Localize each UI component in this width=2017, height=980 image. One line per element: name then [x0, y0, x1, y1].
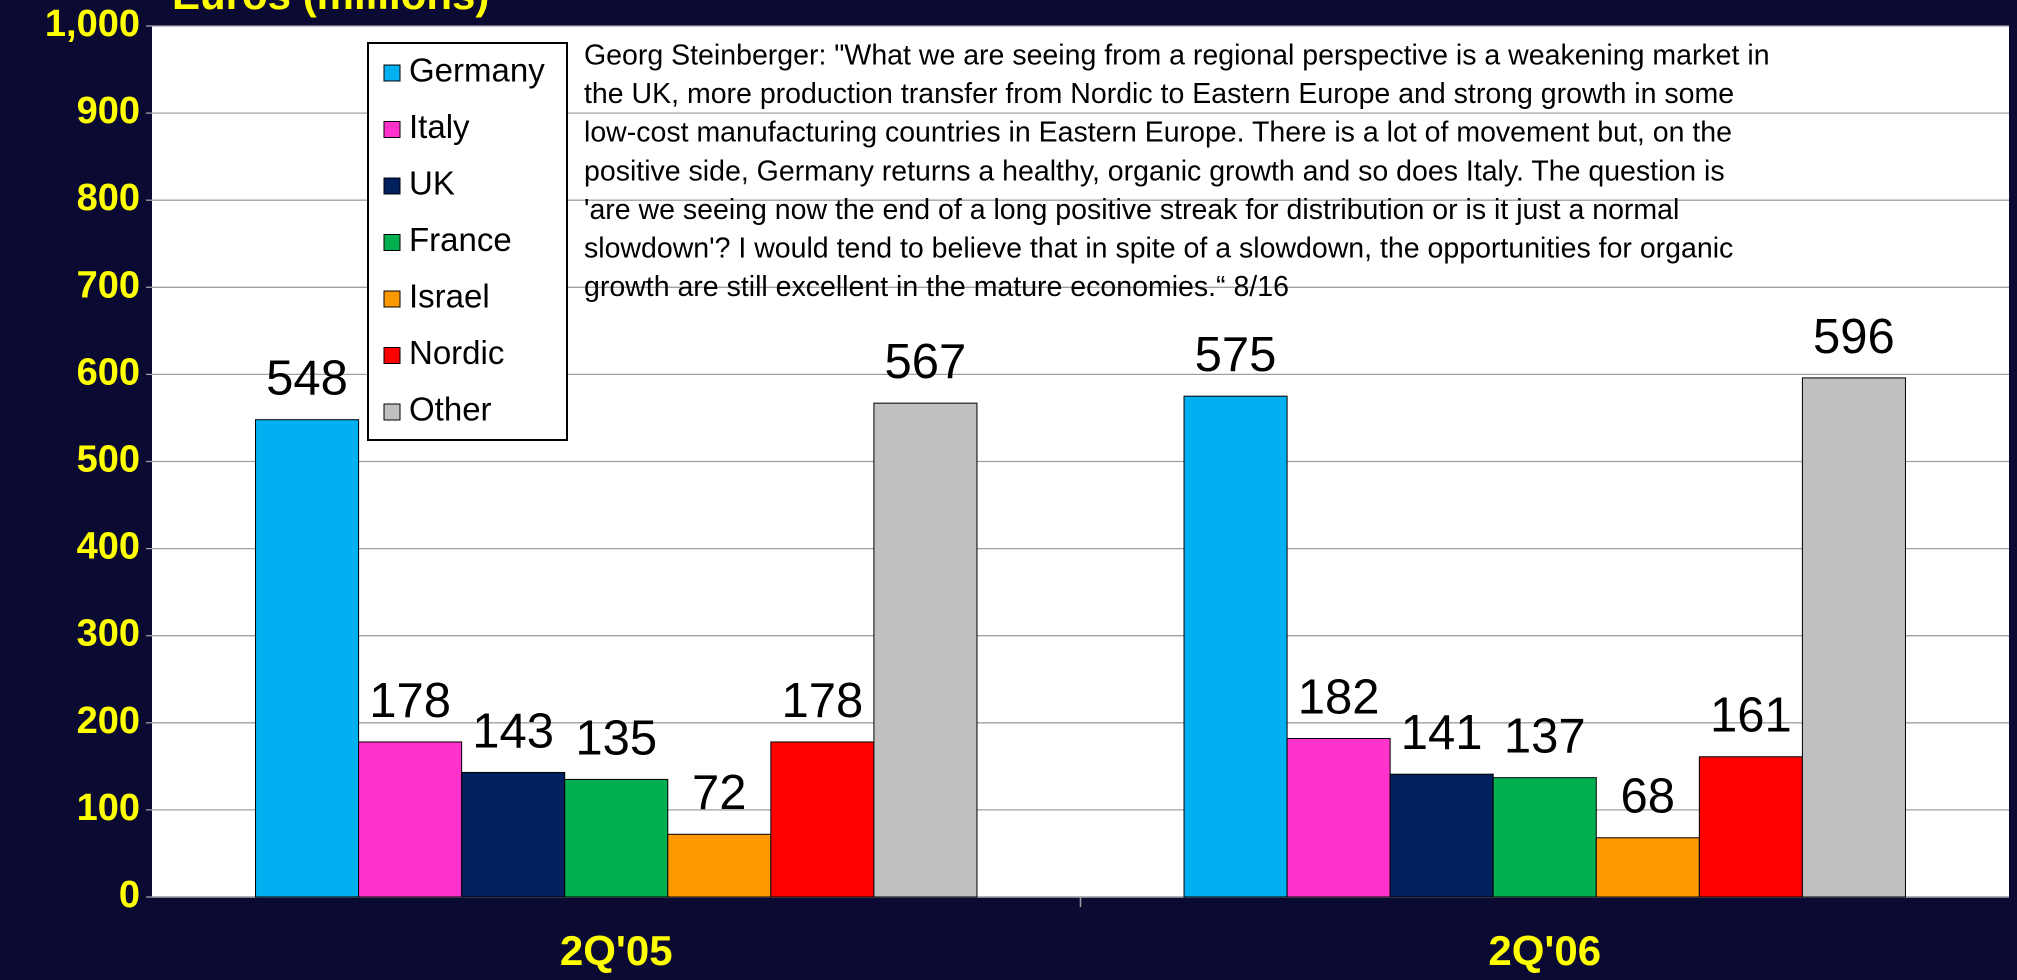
legend-swatch: [383, 290, 401, 308]
bar: [667, 833, 772, 898]
annotation-line: Georg Steinberger: "What we are seeing f…: [584, 40, 1770, 72]
y-tick-label: 700: [77, 264, 140, 306]
annotation-line: 'are we seeing now the end of a long pos…: [584, 194, 1679, 226]
value-label: 135: [575, 711, 657, 765]
legend-label: Italy: [409, 108, 470, 145]
y-tick-label: 800: [77, 177, 140, 219]
legend-swatch: [383, 347, 401, 364]
value-label: 143: [472, 704, 554, 758]
bar: [1492, 777, 1597, 898]
y-tick-label: 900: [77, 90, 140, 132]
y-tick-label: 500: [77, 439, 140, 481]
value-label: 548: [266, 352, 348, 406]
value-label: 596: [1813, 310, 1895, 364]
bar: [564, 778, 669, 898]
axis-title: Euros (millions): [172, 0, 489, 18]
legend-label: UK: [409, 165, 455, 202]
legend-swatch: [383, 121, 401, 138]
annotation-line: low-cost manufacturing countries in East…: [584, 117, 1732, 149]
annotation-line: growth are still excellent in the mature…: [584, 271, 1289, 303]
value-label: 178: [369, 674, 451, 728]
legend-label: Germany: [409, 52, 545, 89]
bar: [873, 402, 978, 898]
value-label: 72: [692, 766, 747, 820]
legend-swatch: [383, 234, 401, 251]
legend-label: Israel: [409, 278, 490, 315]
value-label: 182: [1298, 670, 1380, 724]
bar: [770, 741, 875, 898]
annotation-line: positive side, Germany returns a healthy…: [584, 155, 1725, 187]
y-tick-label: 200: [77, 700, 140, 742]
y-tick-label: 600: [77, 351, 140, 393]
annotation-line: the UK, more production transfer from No…: [584, 78, 1734, 110]
value-label: 137: [1504, 710, 1586, 764]
y-tick-label: 300: [77, 613, 140, 655]
annotation-line: slowdown'? I would tend to believe that …: [584, 233, 1733, 265]
value-label: 141: [1401, 706, 1483, 760]
bar: [1389, 773, 1494, 898]
legend-swatch: [383, 403, 401, 421]
bar: [1698, 756, 1803, 898]
bar: [1595, 837, 1700, 898]
value-label: 161: [1710, 689, 1792, 743]
bar: [358, 741, 463, 898]
bar: [461, 771, 566, 898]
bar: [255, 419, 360, 898]
value-label: 68: [1621, 770, 1676, 824]
legend-label: Nordic: [409, 334, 504, 371]
y-tick-label: 0: [119, 874, 140, 916]
bar: [1183, 395, 1288, 898]
y-tick-label: 100: [77, 787, 140, 829]
bar: [1286, 737, 1391, 898]
value-label: 575: [1195, 328, 1277, 382]
legend-swatch: [383, 64, 401, 82]
legend-label: Other: [409, 391, 492, 428]
x-tick-label: 2Q'06: [1488, 927, 1601, 974]
y-tick-label: 400: [77, 526, 140, 568]
value-label: 178: [781, 674, 863, 728]
bar: [1801, 377, 1906, 898]
value-label: 567: [885, 335, 967, 389]
x-tick-label: 2Q'05: [560, 927, 673, 974]
legend-label: France: [409, 221, 512, 258]
legend-box: [367, 42, 568, 441]
legend-swatch: [383, 177, 401, 195]
y-tick-label: 1,000: [45, 3, 140, 45]
